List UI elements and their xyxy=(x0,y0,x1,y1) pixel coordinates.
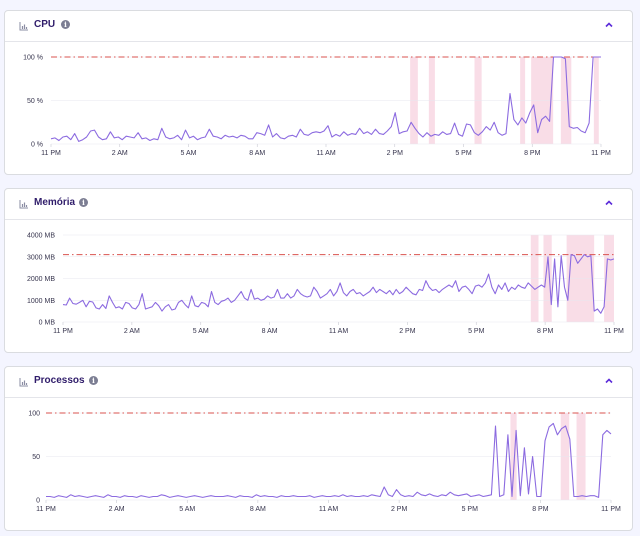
x-tick-label: 5 AM xyxy=(193,328,209,335)
x-tick-label: 11 AM xyxy=(329,328,348,335)
x-tick-label: 2 PM xyxy=(391,506,408,513)
x-tick-label: 8 AM xyxy=(262,328,278,335)
x-tick-label: 11 PM xyxy=(601,506,621,513)
y-tick-label: 100 % xyxy=(23,55,43,62)
x-tick-label: 11 PM xyxy=(604,328,624,335)
x-tick-label: 5 AM xyxy=(181,150,197,157)
x-tick-label: 2 AM xyxy=(124,328,140,335)
y-tick-label: 0 MB xyxy=(39,320,56,327)
y-tick-label: 0 % xyxy=(31,142,43,149)
x-tick-label: 5 PM xyxy=(455,150,472,157)
y-tick-label: 100 xyxy=(28,411,40,418)
series-line xyxy=(50,56,601,142)
x-tick-label: 5 AM xyxy=(179,506,195,513)
cpu-chart: 0 % 50 % 100 % 11 PM 2 AM 5 AM 8 AM 11 AM 2 PM 5 … xyxy=(23,55,611,158)
x-tick-label: 11 AM xyxy=(319,506,338,513)
processes-card: Processos i 0 50 100 11 PM 2 AM 5 AM 8 AM 11 AM… xyxy=(4,366,633,531)
chevron-up-icon[interactable] xyxy=(604,198,614,208)
y-tick-label: 2000 MB xyxy=(27,276,55,283)
cpu-card: CPU i 0 % 50 % 100 % 11 PM 2 AM 5 AM 8 AM 11 AM… xyxy=(4,10,633,175)
x-tick-label: 5 PM xyxy=(468,328,485,335)
processes-chart: 0 50 100 11 PM 2 AM 5 AM 8 AM 11 AM 2 PM 5 PM 8 PM… xyxy=(28,411,621,514)
chevron-up-icon[interactable] xyxy=(604,376,614,386)
x-tick-label: 11 PM xyxy=(36,506,56,513)
x-tick-label: 5 PM xyxy=(462,506,479,513)
x-tick-label: 8 PM xyxy=(524,150,541,157)
y-tick-label: 4000 MB xyxy=(27,233,55,240)
x-tick-label: 11 AM xyxy=(316,150,335,157)
card-title: Memória xyxy=(34,197,76,208)
series-line xyxy=(62,254,615,314)
info-icon[interactable]: i xyxy=(61,20,70,29)
y-tick-label: 50 % xyxy=(27,98,43,105)
bar-chart-icon xyxy=(19,378,28,387)
info-icon[interactable]: i xyxy=(89,376,98,385)
y-tick-label: 0 xyxy=(36,498,40,505)
x-tick-label: 8 AM xyxy=(249,150,265,157)
y-tick-label: 1000 MB xyxy=(27,298,55,305)
info-icon[interactable]: i xyxy=(79,198,88,207)
y-tick-label: 3000 MB xyxy=(27,254,55,261)
cpu-card-header: CPU i xyxy=(5,11,632,42)
x-tick-label: 8 PM xyxy=(537,328,554,335)
processes-card-header: Processos i xyxy=(5,367,632,398)
card-title: Processos xyxy=(34,375,85,386)
x-tick-label: 8 AM xyxy=(250,506,266,513)
x-tick-label: 11 PM xyxy=(591,150,611,157)
bar-chart-icon xyxy=(19,22,28,31)
x-tick-label: 11 PM xyxy=(53,328,73,335)
x-tick-label: 2 AM xyxy=(109,506,125,513)
x-tick-label: 8 PM xyxy=(532,506,549,513)
y-tick-label: 50 xyxy=(32,454,40,461)
memory-card-header: Memória i xyxy=(5,189,632,220)
bar-chart-icon xyxy=(19,200,28,209)
series-line xyxy=(46,422,612,498)
memory-card: Memória i 0 MB 1000 MB 2000 MB 3000 MB 4000 … xyxy=(4,188,633,353)
x-tick-label: 2 PM xyxy=(399,328,416,335)
x-tick-label: 11 PM xyxy=(41,150,61,157)
x-tick-label: 2 AM xyxy=(112,150,128,157)
memory-chart: 0 MB 1000 MB 2000 MB 3000 MB 4000 MB 11 PM 2 A… xyxy=(27,233,624,336)
card-title: CPU xyxy=(34,19,56,30)
chevron-up-icon[interactable] xyxy=(604,20,614,30)
x-tick-label: 2 PM xyxy=(387,150,404,157)
